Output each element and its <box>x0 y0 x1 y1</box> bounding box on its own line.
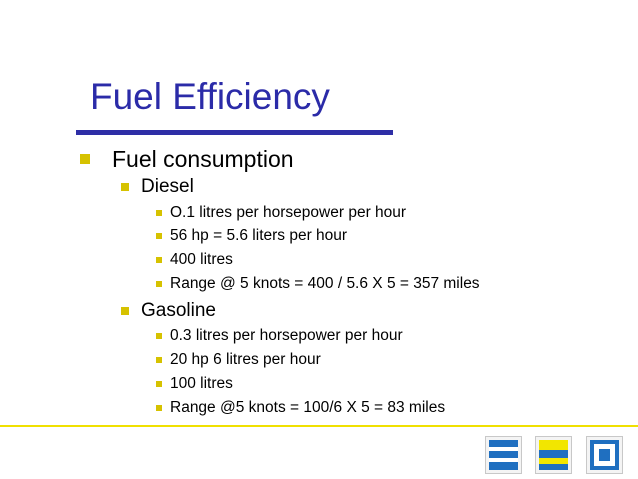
bullet-fuel-consumption: Fuel consumption <box>112 146 294 172</box>
signal-flag-yellow-blue-stripes-icon <box>535 436 572 474</box>
bullet-marker <box>156 233 162 239</box>
bullet-marker <box>80 154 90 164</box>
list-item: 56 hp = 5.6 liters per hour <box>170 227 348 244</box>
footer-rule <box>0 425 638 427</box>
bullet-marker <box>156 357 162 363</box>
bullet-diesel: Diesel <box>141 176 194 197</box>
list-item: 0.3 litres per horsepower per hour <box>170 327 403 344</box>
list-item: Range @ 5 knots = 400 / 5.6 X 5 = 357 mi… <box>170 275 480 292</box>
bullet-marker <box>156 405 162 411</box>
list-item: 20 hp 6 litres per hour <box>170 351 321 368</box>
bullet-marker <box>156 257 162 263</box>
slide-title: Fuel Efficiency <box>90 76 330 117</box>
list-item: O.1 litres per horsepower per hour <box>170 204 407 221</box>
list-item: 100 litres <box>170 375 233 392</box>
bullet-marker <box>156 381 162 387</box>
title-underline <box>76 130 393 135</box>
bullet-marker <box>121 183 129 191</box>
bullet-gasoline: Gasoline <box>141 300 216 321</box>
bullet-marker <box>121 307 129 315</box>
bullet-marker <box>156 281 162 287</box>
list-item: 400 litres <box>170 251 233 268</box>
bullet-marker <box>156 333 162 339</box>
bullet-marker <box>156 210 162 216</box>
list-item: Range @5 knots = 100/6 X 5 = 83 miles <box>170 399 446 416</box>
signal-flag-blue-white-square-icon <box>586 436 623 474</box>
signal-flag-blue-white-stripes-icon <box>485 436 522 474</box>
